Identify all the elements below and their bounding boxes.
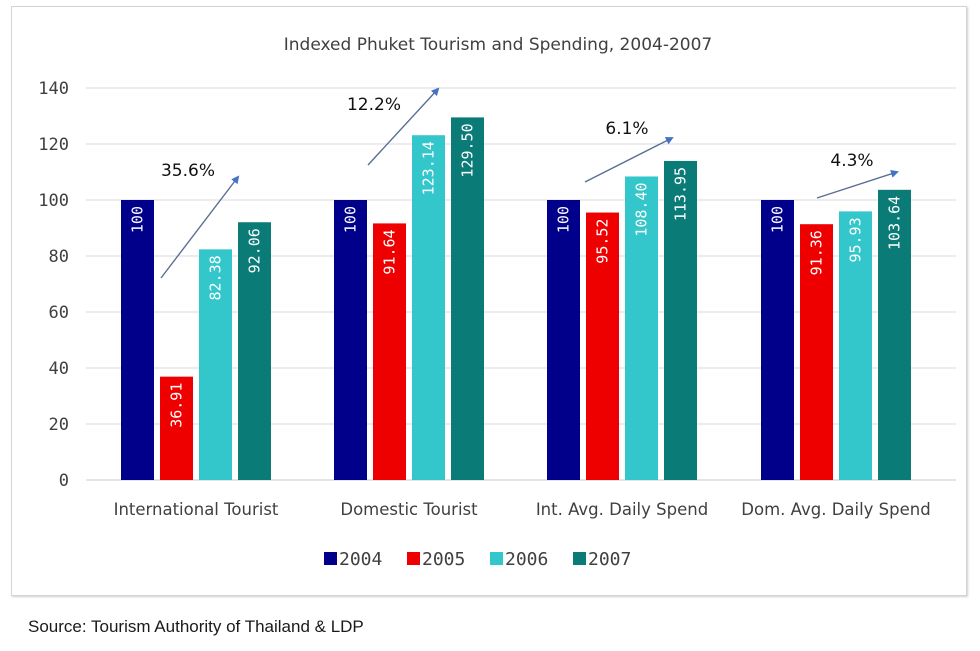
y-tick-label: 0 xyxy=(59,471,69,491)
growth-arrow xyxy=(367,87,440,166)
bar-data-label: 36.91 xyxy=(168,383,186,428)
bar-data-label: 91.36 xyxy=(808,230,826,275)
bar-data-label: 108.40 xyxy=(633,182,651,236)
bar-2004-2 xyxy=(547,200,580,480)
bar-2007-0 xyxy=(238,222,271,480)
legend-label: 2004 xyxy=(339,549,382,570)
bar-2005-1 xyxy=(373,223,406,480)
legend-label: 2005 xyxy=(422,549,465,570)
bar-chart: Indexed Phuket Tourism and Spending, 200… xyxy=(38,35,956,570)
growth-arrow xyxy=(160,175,240,279)
y-tick-label: 80 xyxy=(49,247,69,267)
bar-data-label: 123.14 xyxy=(420,141,438,195)
bar-2007-1 xyxy=(451,117,484,481)
growth-arrow xyxy=(584,137,674,183)
source-caption: Source: Tourism Authority of Thailand & … xyxy=(28,617,364,636)
growth-percent-label: 35.6% xyxy=(161,161,215,181)
bar-2006-1 xyxy=(412,135,445,480)
bar-data-label: 100 xyxy=(342,206,360,233)
bar-2006-0 xyxy=(199,249,232,480)
bar-data-label: 91.64 xyxy=(381,229,399,274)
y-axis-ticks: 0 20 40 60 80 100 120 140 xyxy=(38,79,69,491)
bar-data-label: 95.93 xyxy=(847,217,865,262)
bar-data-label: 100 xyxy=(129,206,147,233)
bar-2006-3 xyxy=(839,211,872,480)
growth-arrow xyxy=(816,170,899,199)
bar-data-label: 92.06 xyxy=(246,228,264,273)
bar-2004-3 xyxy=(761,200,794,480)
chart-frame: Indexed Phuket Tourism and Spending, 200… xyxy=(11,6,967,596)
bar-2005-3 xyxy=(800,224,833,480)
bar-2007-2 xyxy=(664,160,697,480)
legend-swatch-2005 xyxy=(407,552,420,565)
legend-swatch-2004 xyxy=(324,552,337,565)
x-tick-label: Domestic Tourist xyxy=(340,500,478,519)
growth-percent-label: 4.3% xyxy=(830,151,873,171)
legend-label: 2006 xyxy=(505,549,548,570)
y-tick-label: 120 xyxy=(38,135,69,155)
bar-data-label: 129.50 xyxy=(459,123,477,177)
legend-swatch-2006 xyxy=(490,552,503,565)
bar-2007-3 xyxy=(878,189,911,481)
legend-label: 2007 xyxy=(588,549,631,570)
bars: 100 36.91 82.38 92.06 100 91.64 123.14 129.50 10… xyxy=(121,117,911,481)
bar-2005-0 xyxy=(160,376,193,480)
y-tick-label: 40 xyxy=(49,359,69,379)
bar-2006-2 xyxy=(625,176,658,481)
x-tick-label: International Tourist xyxy=(114,500,279,519)
y-tick-label: 60 xyxy=(49,303,69,323)
bar-2004-0 xyxy=(121,200,154,480)
bar-2005-2 xyxy=(586,212,619,480)
x-tick-label: Int. Avg. Daily Spend xyxy=(536,500,708,519)
chart-title: Indexed Phuket Tourism and Spending, 200… xyxy=(284,35,712,55)
growth-annotations: 35.6% 12.2% 6.1% 4.3% xyxy=(160,87,899,279)
legend: 2004 2005 2006 2007 xyxy=(324,549,631,570)
bar-data-label: 100 xyxy=(555,206,573,233)
bar-data-label: 82.38 xyxy=(207,255,225,300)
bar-data-label: 103.64 xyxy=(886,196,904,250)
y-tick-label: 100 xyxy=(38,191,69,211)
y-tick-label: 140 xyxy=(38,79,69,99)
growth-percent-label: 6.1% xyxy=(605,119,648,139)
x-axis-ticks: International Tourist Domestic Tourist Int… xyxy=(114,500,931,519)
y-tick-label: 20 xyxy=(49,415,69,435)
bar-data-label: 113.95 xyxy=(672,167,690,221)
bar-data-label: 100 xyxy=(769,206,787,233)
bar-2004-1 xyxy=(334,200,367,480)
legend-swatch-2007 xyxy=(573,552,586,565)
growth-percent-label: 12.2% xyxy=(347,95,401,115)
bar-data-label: 95.52 xyxy=(594,219,612,264)
x-tick-label: Dom. Avg. Daily Spend xyxy=(741,500,930,519)
